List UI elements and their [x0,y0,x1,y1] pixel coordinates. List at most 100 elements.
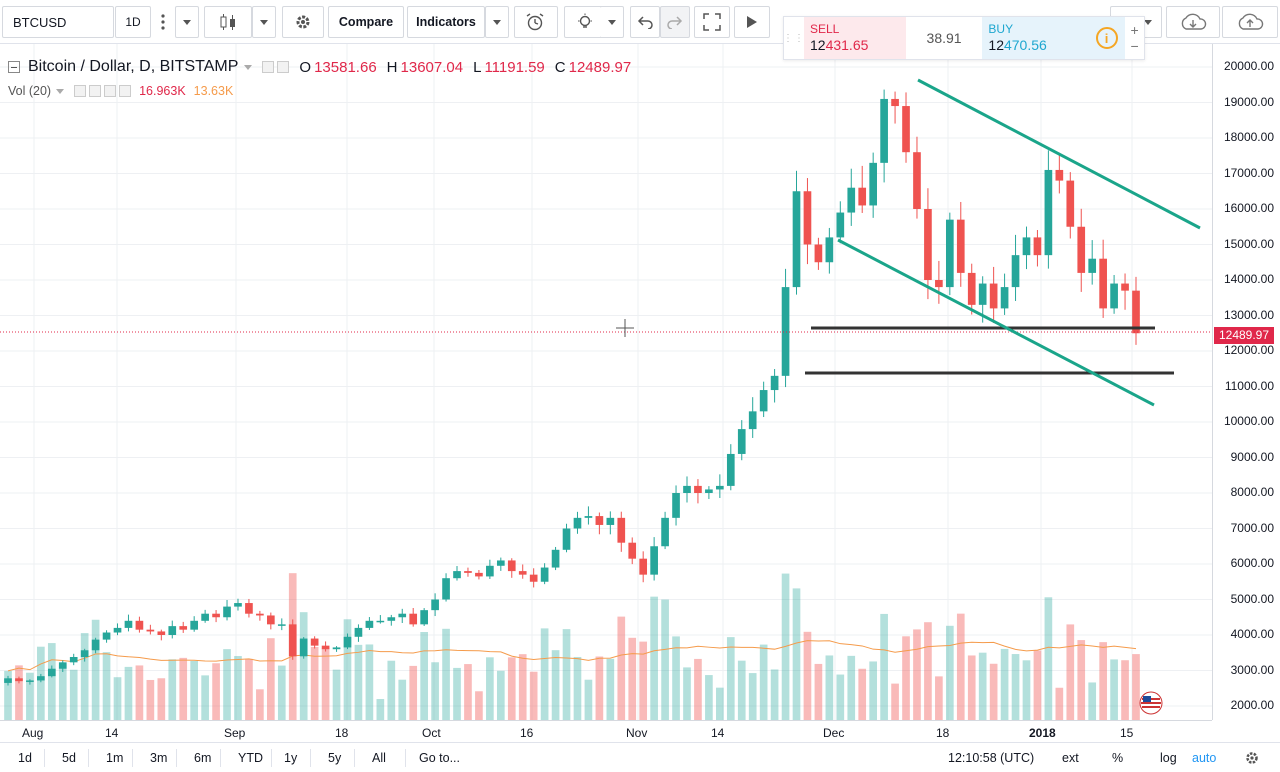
volume-bar [573,656,582,720]
low-label: L [473,58,482,76]
fullscreen-button[interactable] [694,6,730,38]
range-button-1d[interactable]: 1d [18,751,32,765]
channel-line-top[interactable] [917,78,1201,230]
drag-handle-icon[interactable]: ⋮⋮ [783,32,805,44]
range-button-5y[interactable]: 5y [328,751,342,765]
separator [405,749,406,767]
range-button-5d[interactable]: 5d [62,751,76,765]
volume-bar [1044,597,1053,720]
goto-date-button[interactable]: Go to... [419,751,460,765]
time-tick-label: 18 [335,726,349,740]
separator [271,749,272,767]
volume-bar [310,646,319,720]
compare-button[interactable]: Compare [328,6,404,38]
volume-bar [551,650,560,720]
range-button-6m[interactable]: 6m [194,751,212,765]
volume-bar [223,649,231,720]
interval-dropdown[interactable] [175,6,199,38]
minus-icon[interactable]: − [1130,38,1139,54]
candle-body [617,517,626,543]
chevron-down-icon [1144,19,1152,25]
volume-bar [606,658,615,720]
candle-body [26,680,34,682]
info-button[interactable]: i [1087,17,1126,59]
settings-button[interactable] [282,6,324,38]
candle-body [540,567,549,582]
buy-button[interactable]: BUY 12470.56 [982,17,1088,59]
candle-body [15,678,23,682]
clock-time[interactable]: 12:10:58 (UTC) [948,751,1035,765]
volume-bar [234,656,242,720]
price-chart[interactable] [0,44,1212,720]
range-button-all[interactable]: All [372,751,386,765]
log-toggle[interactable]: log [1160,751,1177,765]
more-icon[interactable] [152,6,174,38]
settings-icon[interactable] [89,85,102,97]
candle-body [518,571,527,575]
sell-button[interactable]: SELL 12431.65 [804,17,906,59]
time-tick-label: 14 [711,726,725,740]
separator [310,749,311,767]
volume-title[interactable]: Vol (20) [8,84,52,98]
light-dropdown[interactable] [600,6,624,38]
eye-icon[interactable] [262,61,275,73]
volume-bar [967,655,976,720]
settings-icon[interactable] [277,61,290,73]
candle-body [770,375,779,391]
redo-button[interactable] [660,6,690,38]
auto-toggle[interactable]: auto [1192,751,1217,765]
volume-bar [880,613,888,720]
volume-bar [453,667,461,720]
gear-icon[interactable] [1244,747,1260,769]
chevron-down-icon[interactable] [244,64,253,70]
candle-body [475,572,483,577]
add-icon[interactable] [104,85,117,97]
candle-body [551,549,560,568]
price-tick-label: 4000.00 [1230,627,1274,641]
chart-type-dropdown[interactable] [252,6,276,38]
candle-body [639,558,648,575]
candle-body [464,571,472,573]
candle-body [277,624,286,626]
volume-bar [1132,654,1140,720]
cloud-load-button[interactable] [1166,6,1220,38]
time-tick-label: Oct [422,726,441,740]
range-button-1m[interactable]: 1m [106,751,124,765]
price-tick-label: 6000.00 [1230,556,1274,570]
percent-toggle[interactable]: % [1112,751,1124,765]
sell-label: SELL [810,22,840,36]
volume-bar [91,619,100,720]
alert-button[interactable] [514,6,558,38]
time-tick-label: 16 [520,726,534,740]
volume-bar [507,657,516,720]
candle-body [453,571,461,579]
time-axis[interactable]: Aug 14 Sep 18 Oct 16 Nov 14 Dec 18 2018 15 [0,720,1212,742]
series-title[interactable]: Bitcoin / Dollar, D, BITSTAMP [28,58,239,75]
range-button-1y[interactable]: 1y [284,751,298,765]
collapse-icon[interactable] [8,61,20,73]
play-button[interactable] [734,6,770,38]
candle-body [4,678,12,683]
candle-body [1055,169,1064,181]
volume-bar [420,632,428,720]
cloud-save-button[interactable] [1222,6,1278,38]
channel-line-bottom[interactable] [837,238,1155,407]
volume-bar [321,648,330,720]
plus-icon[interactable]: + [1130,22,1139,38]
close-icon[interactable] [119,85,132,97]
eye-icon[interactable] [74,85,87,97]
price-axis[interactable]: 20000.00 19000.00 18000.00 17000.00 16000.00… [1212,44,1280,720]
ext-toggle[interactable]: ext [1062,751,1079,765]
range-button-ytd[interactable]: YTD [238,751,263,765]
candle-body [376,620,385,623]
chevron-down-icon[interactable] [56,88,65,94]
candle-body [146,629,155,632]
range-button-3m[interactable]: 3m [150,751,168,765]
indicators-button[interactable]: Indicators [407,6,485,38]
interval-button[interactable]: 1D [115,6,151,38]
undo-button[interactable] [630,6,660,38]
indicators-dropdown[interactable] [485,6,509,38]
symbol-search-button[interactable]: BTCUSD [2,6,114,38]
chart-type-button[interactable] [204,6,252,38]
